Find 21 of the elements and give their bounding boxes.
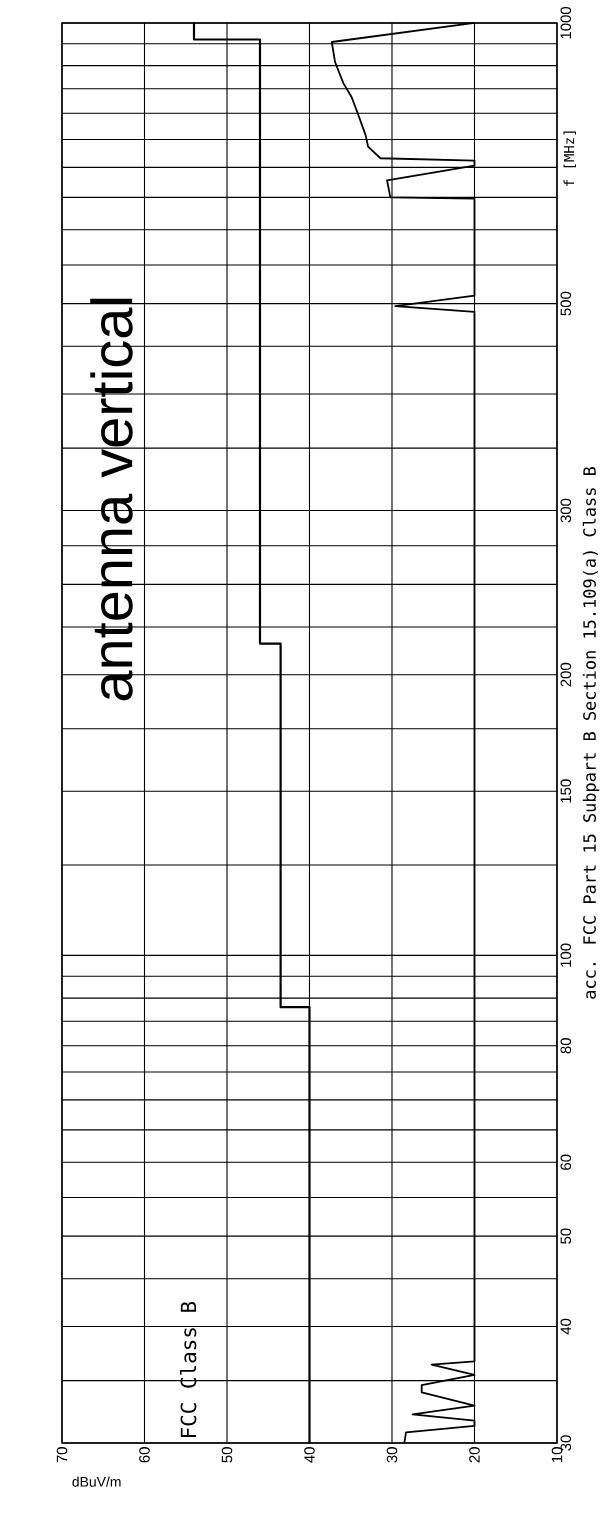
y-tick-label: 50 <box>560 1228 572 1244</box>
y-tick-label: 300 <box>560 498 572 523</box>
y-tick-label: 100 <box>560 943 572 967</box>
x-axis-title: dBuV/m <box>72 1476 121 1487</box>
text: acc. FCC Part 15 Subpart B Section 15.109(a) Class B <box>582 466 600 999</box>
y-axis-title: f [MHz] <box>563 131 576 186</box>
text: FCC Class B <box>180 1301 197 1438</box>
y-tick-label: 200 <box>560 662 572 687</box>
x-tick-label: 20 <box>469 1447 480 1463</box>
y-tick-label: 60 <box>560 1154 572 1170</box>
x-tick-label: 70 <box>56 1447 68 1463</box>
y-tick-label: 80 <box>560 1038 572 1054</box>
x-tick-label: 50 <box>221 1447 233 1463</box>
x-tick-label: 30 <box>386 1447 398 1463</box>
y-tick-label: 150 <box>560 779 572 803</box>
x-tick-label: 60 <box>139 1447 150 1463</box>
x-tick-label: 40 <box>304 1447 315 1463</box>
y-tick-label: 1000 <box>560 6 572 39</box>
y-tick-label: 500 <box>560 291 572 316</box>
annotation: antenna vertical <box>90 298 133 701</box>
y-tick-label: 40 <box>560 1318 572 1335</box>
